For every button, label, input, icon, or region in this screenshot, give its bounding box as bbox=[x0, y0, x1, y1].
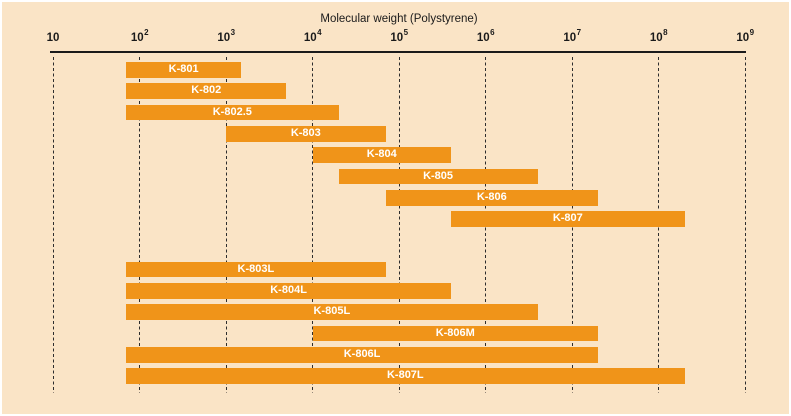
range-bar-k-802: K-802 bbox=[126, 83, 287, 99]
tick-exponent: 4 bbox=[317, 28, 322, 38]
range-bar-k-803: K-803 bbox=[226, 126, 386, 142]
tick-exponent: 9 bbox=[749, 28, 755, 38]
bar-label: K-807 bbox=[552, 212, 583, 225]
tick-exponent: 3 bbox=[230, 28, 236, 38]
bar-label: K-806L bbox=[343, 348, 381, 361]
vertical-gridline bbox=[312, 57, 313, 393]
bar-label: K-804 bbox=[366, 148, 397, 161]
x-tick-label: 10 bbox=[46, 32, 60, 44]
chart-title: Molecular weight (Polystyrene) bbox=[320, 13, 478, 25]
bar-label: K-807L bbox=[386, 369, 424, 382]
x-tick-label: 102 bbox=[130, 28, 149, 44]
vertical-gridline bbox=[744, 57, 746, 393]
bar-label: K-803L bbox=[237, 262, 275, 275]
range-bar-k-805: K-805 bbox=[338, 168, 538, 185]
tick-exponent: 8 bbox=[663, 28, 668, 38]
x-tick-label: 108 bbox=[649, 28, 668, 44]
tick-exponent: 6 bbox=[490, 28, 495, 38]
vertical-gridline bbox=[139, 57, 140, 393]
bar-label: K-806M bbox=[435, 326, 475, 339]
bar-label: K-804L bbox=[270, 284, 307, 297]
x-axis-line bbox=[50, 51, 746, 53]
bar-label: K-802 bbox=[191, 84, 222, 97]
range-bar-k-806m: K-806M bbox=[312, 325, 599, 342]
range-bar-k-804: K-804 bbox=[312, 147, 452, 163]
bar-label: K-805L bbox=[313, 305, 351, 318]
vertical-gridline bbox=[398, 57, 400, 393]
bar-label: K-806 bbox=[476, 191, 507, 204]
x-tick-label: 103 bbox=[217, 28, 236, 44]
bar-label: K-803 bbox=[290, 127, 321, 140]
range-bar-k-806l: K-806L bbox=[126, 347, 599, 363]
tick-exponent: 5 bbox=[403, 28, 409, 38]
range-bar-k-803l: K-803L bbox=[126, 261, 386, 278]
range-bar-k-807l: K-807L bbox=[126, 368, 685, 384]
range-bar-k-805l: K-805L bbox=[126, 304, 538, 320]
vertical-gridline bbox=[52, 57, 54, 393]
x-tick-label: 109 bbox=[736, 28, 755, 44]
bar-label: K-802.5 bbox=[212, 105, 252, 118]
x-tick-label: 107 bbox=[563, 28, 582, 44]
range-bar-k-801: K-801 bbox=[126, 62, 242, 78]
tick-exponent: 2 bbox=[144, 28, 149, 38]
tick-exponent: 7 bbox=[576, 28, 582, 38]
range-bar-k-802.5: K-802.5 bbox=[126, 104, 339, 121]
bar-label: K-801 bbox=[168, 63, 199, 75]
vertical-gridline bbox=[225, 57, 227, 393]
x-tick-label: 106 bbox=[476, 28, 495, 44]
range-bar-k-807: K-807 bbox=[451, 211, 685, 227]
x-tick-label: 105 bbox=[390, 28, 409, 44]
x-tick-label: 104 bbox=[303, 28, 322, 44]
bar-label: K-805 bbox=[423, 169, 454, 182]
range-bar-k-806: K-806 bbox=[385, 190, 599, 206]
range-bar-k-804l: K-804L bbox=[126, 283, 452, 299]
